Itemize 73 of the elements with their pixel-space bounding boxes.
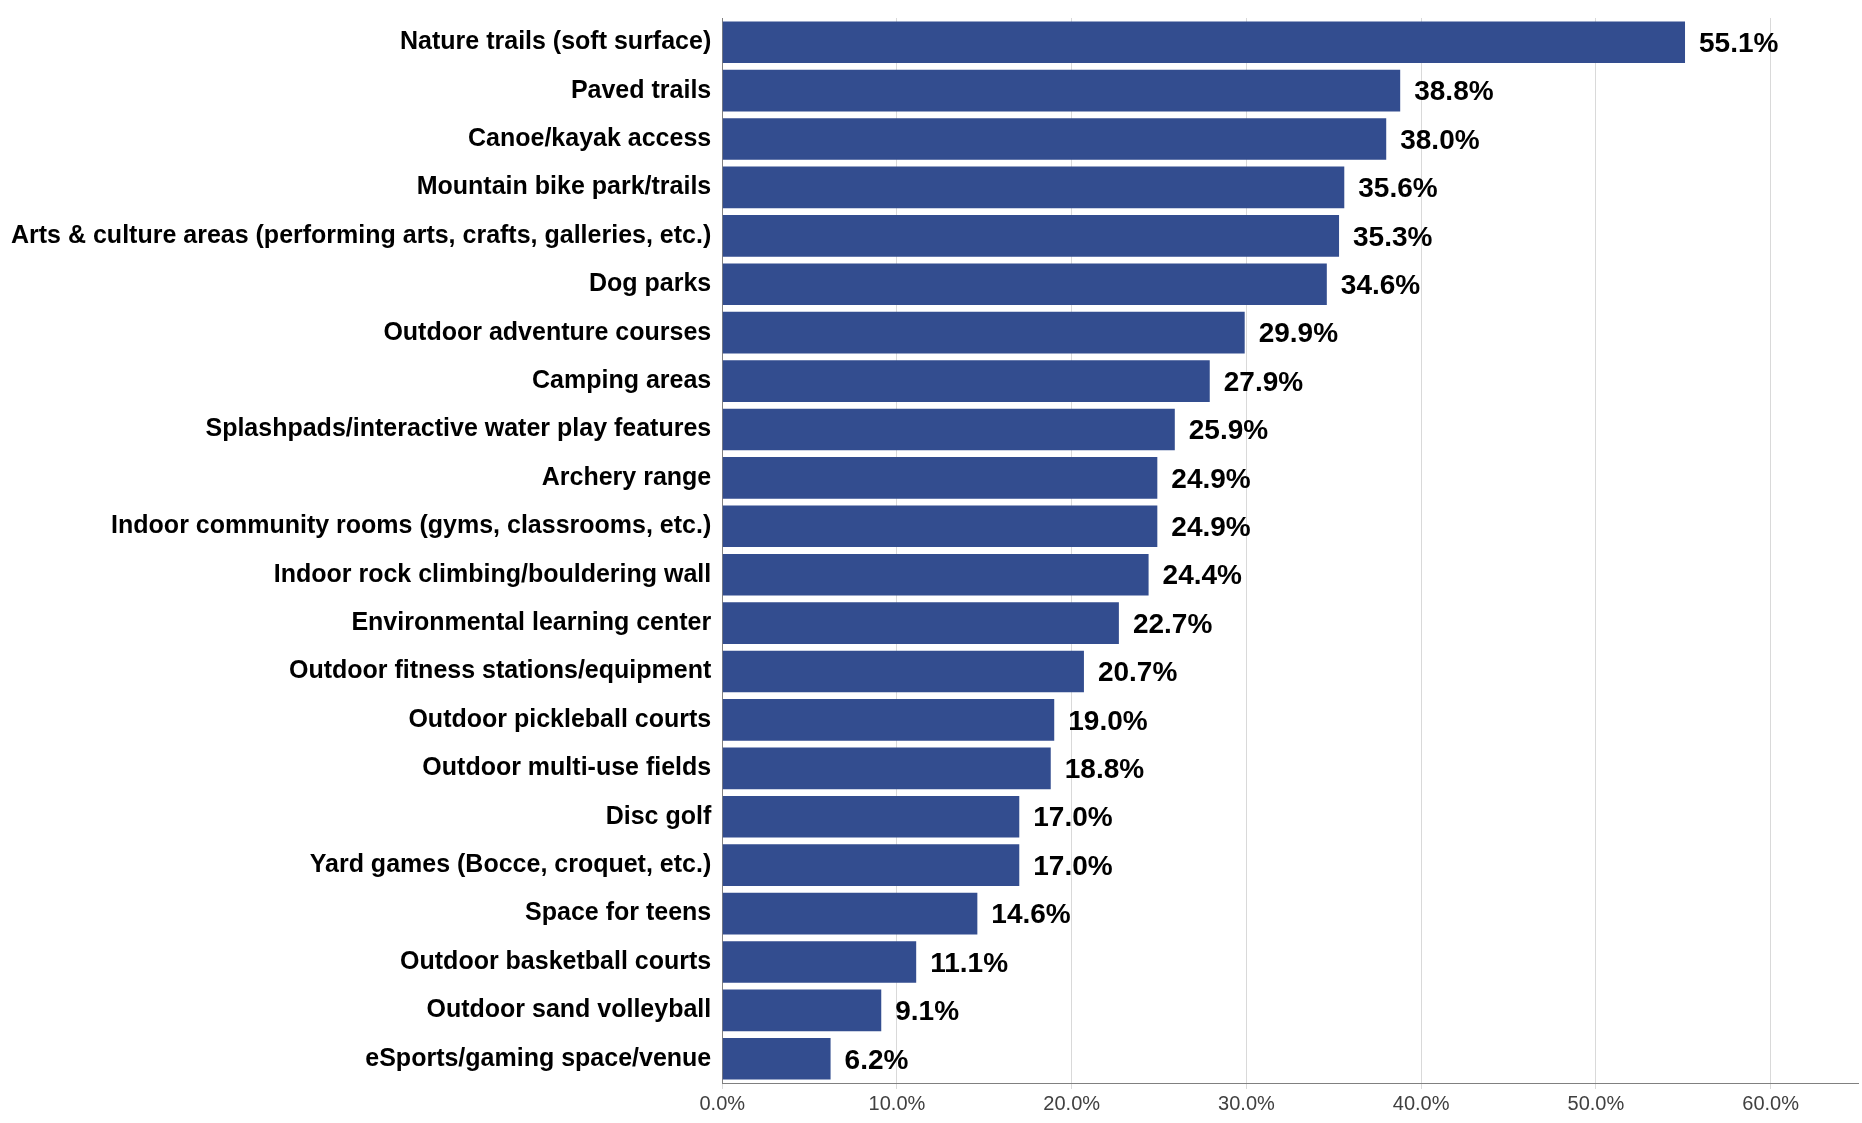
data-label: 20.7% [1097, 656, 1178, 688]
y-tick-label: Dog parks [588, 268, 712, 297]
data-label: 24.4% [1162, 559, 1243, 591]
y-tick-label: Space for teens [525, 897, 712, 926]
x-tick-label: 60.0% [1742, 1091, 1800, 1114]
y-tick-label: Outdoor basketball courts [400, 945, 712, 974]
data-label: 11.1% [930, 946, 1009, 978]
data-label: 24.9% [1171, 462, 1251, 494]
bar [722, 166, 1345, 209]
bar [722, 457, 1158, 499]
y-tick-label: Arts & culture areas (performing arts, crafts, galleries, etc.) [10, 219, 712, 248]
bar [722, 602, 1119, 644]
data-label: 25.9% [1188, 414, 1269, 446]
data-label: 38.0% [1400, 123, 1480, 155]
data-label: 14.6% [991, 898, 1071, 930]
data-label: 19.0% [1068, 704, 1148, 736]
bar [722, 553, 1149, 596]
x-tick-label: 0.0% [699, 1091, 746, 1114]
bar [722, 263, 1327, 306]
data-label: 22.7% [1132, 607, 1213, 639]
bar [722, 118, 1387, 160]
x-tick-label: 10.0% [868, 1091, 926, 1114]
y-tick-label: Outdoor adventure courses [383, 316, 712, 345]
bar [722, 650, 1084, 693]
y-tick-label: Outdoor multi-use fields [422, 752, 712, 781]
bar [722, 1037, 831, 1080]
bar [722, 941, 917, 983]
bar [722, 69, 1401, 112]
data-label: 17.0% [1033, 801, 1113, 833]
y-tick-label: eSports/gaming space/venue [365, 1042, 712, 1071]
y-tick-label: Canoe/kayak access [467, 122, 712, 151]
data-label: 34.6% [1340, 268, 1421, 300]
y-tick-label: Outdoor sand volleyball [426, 994, 712, 1023]
data-label: 38.8% [1414, 75, 1494, 107]
y-tick-label: Splashpads/interactive water play features [205, 413, 712, 442]
bar [722, 844, 1020, 886]
bar [722, 21, 1686, 64]
data-label: 24.9% [1171, 511, 1251, 543]
data-label: 17.0% [1033, 849, 1113, 881]
y-tick-label: Mountain bike park/trails [416, 171, 712, 200]
y-tick-label: Archery range [541, 461, 712, 490]
bar [722, 795, 1020, 838]
bar [722, 408, 1175, 451]
bar [722, 892, 978, 935]
bar [722, 360, 1210, 402]
y-tick-label: Indoor rock climbing/bouldering wall [273, 558, 712, 587]
y-tick-label: Environmental learning center [351, 607, 712, 635]
bar [722, 311, 1245, 354]
data-label: 55.1% [1699, 26, 1779, 58]
y-tick-label: Nature trails (soft surface) [400, 26, 712, 55]
bar [722, 747, 1051, 790]
x-tick-label: 30.0% [1218, 1091, 1276, 1114]
bar [722, 699, 1055, 741]
bar [722, 989, 882, 1032]
bar [722, 215, 1340, 257]
y-tick-label: Outdoor fitness stations/equipment [288, 655, 712, 684]
data-label: 35.3% [1353, 220, 1433, 252]
bar [722, 505, 1158, 548]
y-tick-label: Indoor community rooms (gyms, classrooms, etc.) [111, 510, 712, 539]
y-tick-label: Disc golf [605, 800, 712, 829]
data-label: 35.6% [1358, 172, 1438, 204]
data-label: 6.2% [844, 1043, 909, 1075]
data-label: 29.9% [1258, 317, 1339, 349]
y-tick-label: Camping areas [531, 364, 712, 393]
y-tick-label: Outdoor pickleball courts [408, 703, 712, 732]
x-tick-label: 50.0% [1567, 1091, 1625, 1114]
x-tick-label: 40.0% [1392, 1091, 1450, 1114]
y-tick-label: Paved trails [570, 74, 712, 103]
data-label: 18.8% [1064, 753, 1145, 785]
x-tick-label: 20.0% [1043, 1091, 1101, 1114]
data-label: 27.9% [1223, 365, 1304, 397]
data-label: 9.1% [895, 995, 960, 1027]
y-tick-label: Yard games (Bocce, croquet, etc.) [309, 849, 712, 878]
